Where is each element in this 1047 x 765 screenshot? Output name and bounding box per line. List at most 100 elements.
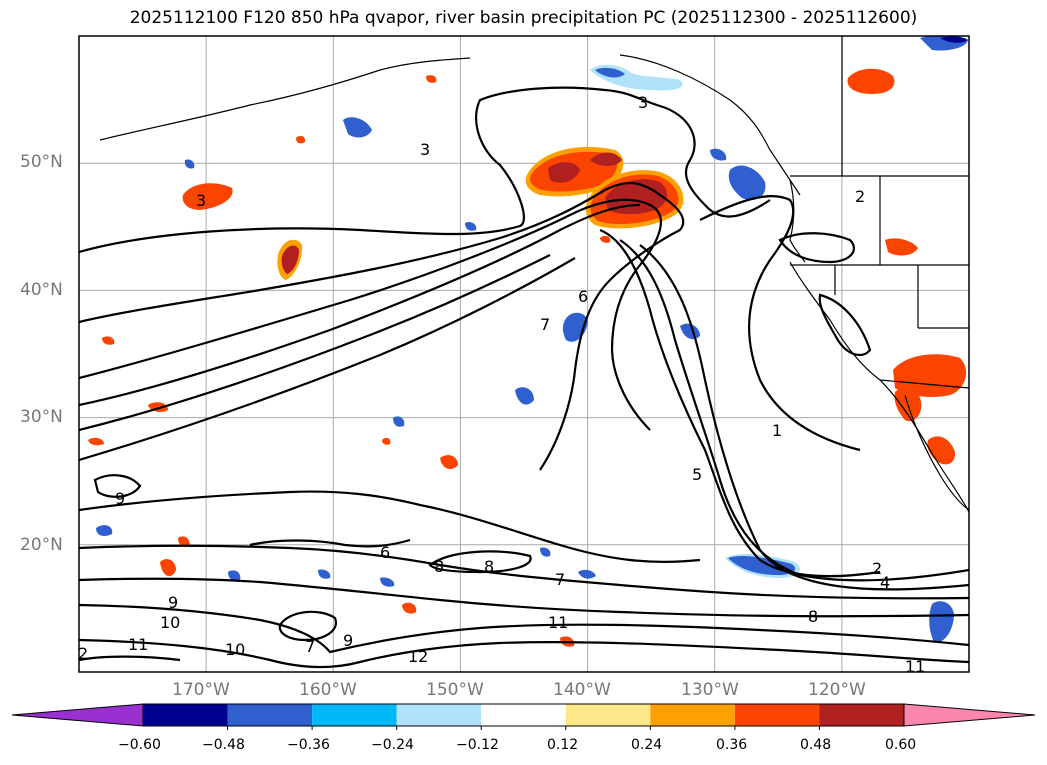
precip-blob [296,135,306,144]
plot-frame [78,35,970,673]
lon-label-170w: 170°W [172,680,230,700]
lat-label-20: 20°N [20,535,63,555]
precip-blob [929,601,954,643]
contour-line [79,254,551,432]
precip-blob [343,117,372,138]
precip-blob [178,536,190,547]
lat-label-30: 30°N [20,407,63,427]
precip-blob [228,570,241,581]
precip-blob [382,437,391,445]
colorbar-swatch [819,704,904,726]
precip-blob [380,577,395,587]
precip-blob [393,416,405,427]
colorbar-swatch [565,704,651,726]
contour-label: 7 [555,570,565,589]
contour-label: 3 [196,191,206,210]
precip-blob [548,162,580,183]
precip-blob [595,67,625,78]
precip-blob [426,75,437,83]
colorbar-label: 0.60 [885,737,917,753]
contour-label: 9 [343,631,353,650]
colorbar-extend-low [11,703,144,727]
coastline-alaska [99,57,471,141]
lon-label-140w: 140°W [553,680,611,700]
colorbar-label: −0.24 [371,737,414,753]
contour-line [79,655,181,662]
precip-blob [540,547,551,557]
contour-label: 9 [115,489,125,508]
precip-blob [940,36,968,43]
colorbar [11,703,1036,730]
coastline-baja [904,394,969,511]
colorbar-label: −0.36 [287,737,330,753]
colorbar-extend-high [903,703,1036,727]
precip-blob [184,159,195,169]
precip-blob [182,183,233,210]
colorbar-swatch [650,704,735,726]
contour-line [79,198,662,431]
precip-blob [600,235,611,243]
contour-line [79,86,771,254]
contour-line [79,577,969,618]
contour-label: 7 [305,637,315,656]
contour-label: 11 [548,613,568,632]
contour-line [79,257,576,462]
colorbar-label: 0.36 [716,737,748,753]
lon-label-120w: 120°W [808,680,866,700]
border-us-mexico [879,379,969,389]
precip-blob [885,238,918,256]
precip-blob [318,569,331,579]
precip-blob [465,221,477,231]
colorbar-swatch [396,704,482,726]
contour-label: 3 [420,140,430,159]
contour-line [619,239,969,582]
lon-label-160w: 160°W [299,680,357,700]
contour-label: 11 [905,657,925,676]
contour-line [93,474,142,498]
contour-label: 8 [808,607,818,626]
precip-blob [160,559,176,577]
contour-label: 6 [578,287,588,306]
colorbar-label: 0.24 [631,737,663,753]
contour-line [639,244,969,591]
contour-labels: 3 3 3 2 6 7 1 5 2 4 8 11 12 10 11 7 9 10… [78,93,925,676]
colorbar-label: 0.12 [547,737,579,753]
precip-blob [515,387,534,405]
colorbar-label: 0.48 [800,737,832,753]
contour-label: 10 [160,613,180,632]
contour-label: 1 [772,421,782,440]
contour-line [428,550,532,574]
colorbar-label: −0.12 [456,737,499,753]
contour-label: 2 [78,644,88,663]
precip-blob [728,555,796,575]
contour-label: 12 [408,647,428,666]
contour-line [79,182,685,471]
colorbar-swatch [312,704,397,726]
contour-label: 2 [872,559,882,578]
precip-blob [96,525,113,536]
lat-label-40: 40°N [20,280,63,300]
contour-line [79,203,641,407]
precip-blob [710,148,727,161]
precip-blob [402,602,417,614]
lon-label-130w: 130°W [681,680,739,700]
colorbar-swatch [734,704,820,726]
contour-line [79,638,969,669]
contour-label: 8 [434,557,444,576]
precip-negative-blobs [96,36,968,643]
gridlines [79,36,969,672]
contour-label: 8 [484,557,494,576]
contour-label: 6 [380,543,390,562]
qvapor-contours [79,86,969,669]
contour-label: 4 [880,573,890,592]
contour-line [699,195,861,452]
precip-blob [88,437,104,446]
coastline-alaska-south [619,54,801,196]
contour-label: 9 [168,593,178,612]
contour-line [79,490,701,563]
state-borders [790,176,969,329]
colorbar-label: −0.60 [118,737,161,753]
precip-blob [281,245,299,274]
colorbar-swatch [481,704,566,726]
